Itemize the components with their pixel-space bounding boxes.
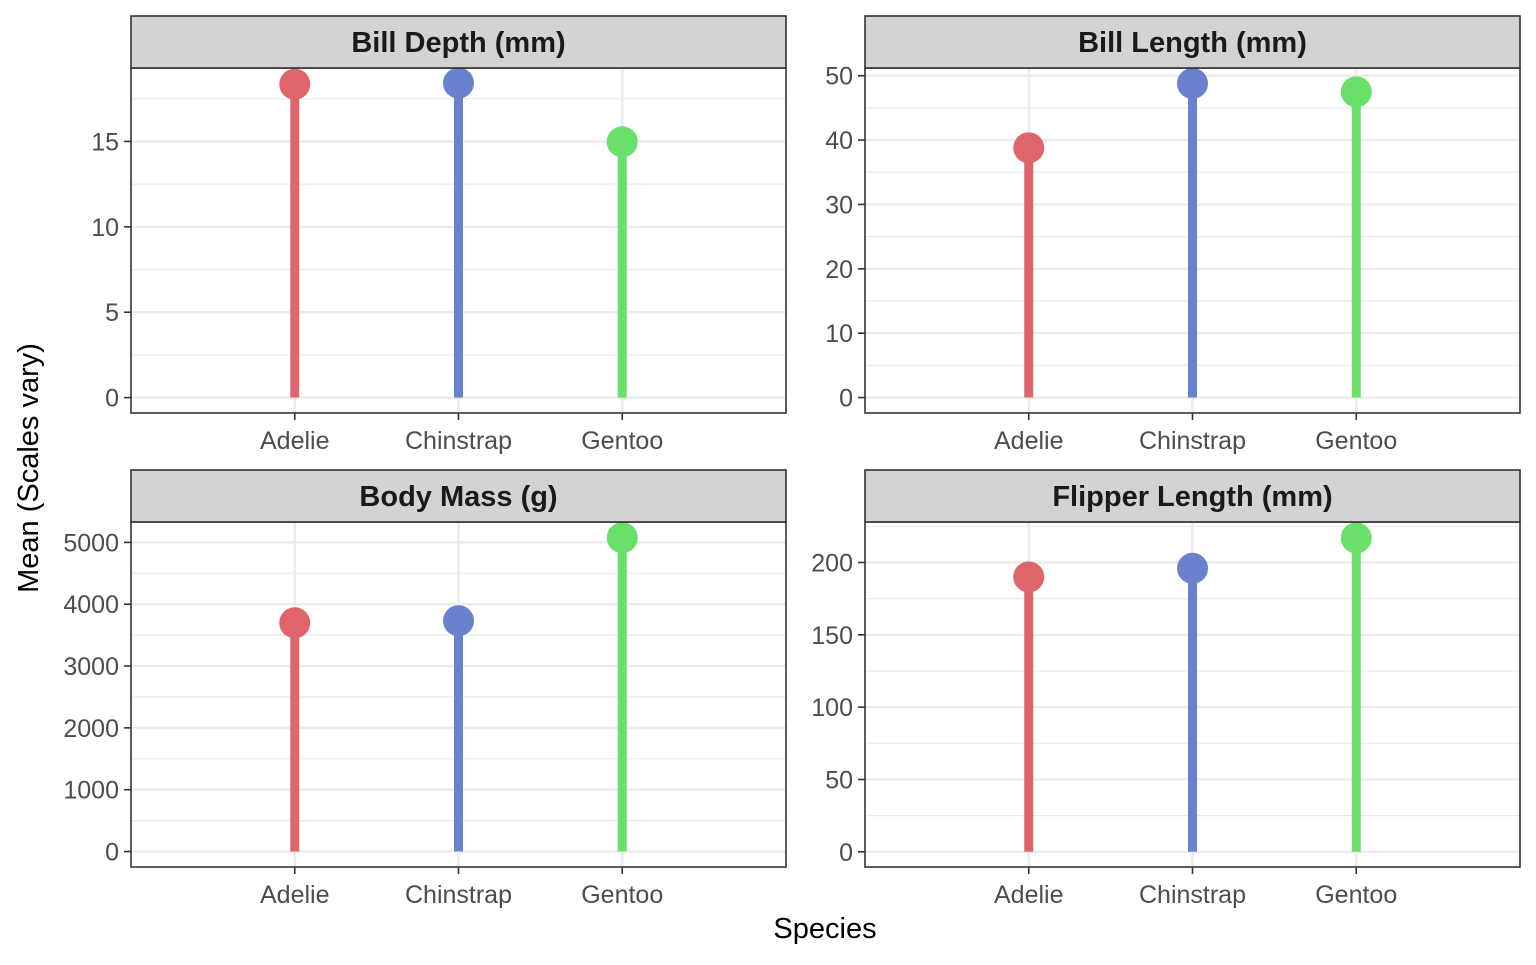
y-tick-label: 3000: [63, 653, 119, 681]
x-tick-label-adelie: Adelie: [260, 427, 330, 455]
x-tick-label-adelie: Adelie: [994, 427, 1064, 455]
panel-body-mass-g: Body Mass (g) 0 1000 2000 3000 4000 5000 Adelie…: [63, 469, 787, 909]
y-tick-label: 10: [825, 320, 853, 348]
y-tick-label: 1000: [63, 777, 119, 805]
x-tick-label-chinstrap: Chinstrap: [1139, 427, 1246, 455]
facet-strip: [864, 469, 1521, 523]
y-tick-label: 20: [825, 256, 853, 284]
y-tick-label: 50: [825, 766, 853, 794]
facet-strip: [130, 15, 787, 69]
y-tick-label: 0: [839, 385, 853, 413]
facet-strip: [864, 15, 1521, 69]
x-tick-label-gentoo: Gentoo: [1315, 427, 1397, 455]
y-tick-label: 5000: [63, 529, 119, 557]
lollipop-point-adelie: [1013, 561, 1045, 593]
x-tick-label-gentoo: Gentoo: [581, 427, 663, 455]
panel-bill-depth-mm: Bill Depth (mm) 0 5 10 15 Adelie Chinstrap Gent…: [91, 15, 787, 455]
lollipop-point-adelie: [279, 607, 311, 639]
panel-bill-length-mm: Bill Length (mm) 0 10 20 30 40 50 Adelie Chinstr…: [825, 15, 1521, 455]
lollipop-point-chinstrap: [443, 605, 474, 637]
x-tick-label-adelie: Adelie: [260, 881, 330, 909]
y-tick-label: 5: [105, 299, 119, 327]
facet-title-body-mass-g: Body Mass (g): [359, 481, 557, 513]
x-tick-label-adelie: Adelie: [994, 881, 1064, 909]
lollipop-point-gentoo: [1340, 76, 1372, 108]
lollipop-point-chinstrap: [1177, 67, 1208, 99]
y-tick-label: 40: [825, 127, 853, 155]
x-axis-title: Species: [773, 913, 876, 945]
y-tick-label: 15: [91, 128, 119, 156]
y-tick-label: 10: [91, 214, 119, 242]
facet-strip: [130, 469, 787, 523]
y-tick-label: 0: [105, 839, 119, 867]
x-tick-label-gentoo: Gentoo: [1315, 881, 1397, 909]
y-tick-label: 2000: [63, 715, 119, 743]
panel-flipper-length-mm: Flipper Length (mm) 0 50 100 150 200 Adelie Chi…: [811, 469, 1521, 909]
lollipop-point-gentoo: [606, 126, 638, 158]
y-tick-label: 150: [811, 622, 853, 650]
lollipop-point-chinstrap: [1177, 552, 1208, 584]
y-tick-label: 0: [105, 385, 119, 413]
y-tick-label: 0: [839, 839, 853, 867]
x-tick-label-chinstrap: Chinstrap: [1139, 881, 1246, 909]
facet-title-bill-length-mm: Bill Length (mm): [1078, 27, 1307, 59]
x-tick-label-chinstrap: Chinstrap: [405, 427, 512, 455]
y-tick-label: 4000: [63, 591, 119, 619]
y-tick-label: 100: [811, 694, 853, 722]
x-tick-label-gentoo: Gentoo: [581, 881, 663, 909]
y-axis-title: Mean (Scales vary): [13, 343, 45, 593]
facet-title-flipper-length-mm: Flipper Length (mm): [1052, 481, 1332, 513]
facet-title-bill-depth-mm: Bill Depth (mm): [351, 27, 565, 59]
lollipop-point-chinstrap: [443, 67, 474, 99]
lollipop-point-gentoo: [606, 522, 638, 554]
lollipop-point-adelie: [279, 68, 311, 100]
lollipop-point-adelie: [1013, 132, 1045, 164]
x-tick-label-chinstrap: Chinstrap: [405, 881, 512, 909]
y-tick-label: 50: [825, 63, 853, 91]
y-tick-label: 30: [825, 191, 853, 219]
y-tick-label: 200: [811, 550, 853, 578]
lollipop-point-gentoo: [1340, 522, 1372, 554]
